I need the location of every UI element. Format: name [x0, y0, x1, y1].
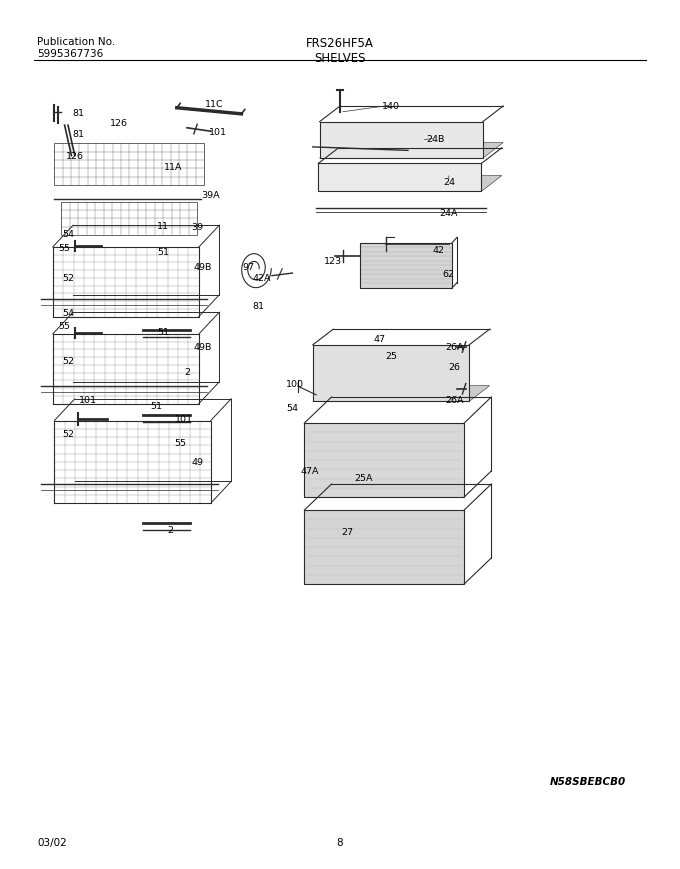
Polygon shape	[313, 346, 469, 401]
Polygon shape	[318, 164, 481, 192]
Text: 39A: 39A	[201, 191, 220, 200]
Text: 2: 2	[184, 368, 190, 376]
Polygon shape	[313, 386, 490, 401]
Text: 101: 101	[80, 395, 97, 404]
Text: 126: 126	[66, 152, 84, 161]
Text: 26: 26	[448, 362, 460, 371]
Text: 5995367736: 5995367736	[37, 49, 103, 58]
Bar	[54, 144, 204, 186]
Text: 27: 27	[341, 527, 353, 536]
Text: 54: 54	[286, 404, 299, 413]
Text: 25: 25	[385, 352, 397, 361]
Text: SHELVES: SHELVES	[314, 52, 366, 65]
Polygon shape	[320, 123, 483, 159]
Text: 49B: 49B	[193, 343, 212, 352]
Text: 24B: 24B	[426, 135, 445, 143]
Text: 51: 51	[157, 248, 169, 256]
Text: 47A: 47A	[300, 467, 319, 475]
Text: 24: 24	[443, 178, 455, 187]
Text: 42A: 42A	[252, 274, 271, 282]
Text: 8: 8	[337, 838, 343, 847]
Polygon shape	[304, 510, 464, 584]
Text: FRS26HF5A: FRS26HF5A	[306, 36, 374, 50]
Text: 51: 51	[150, 401, 163, 410]
Text: 11: 11	[157, 222, 169, 230]
Text: 39: 39	[191, 223, 203, 232]
Polygon shape	[318, 176, 502, 192]
Text: 26A: 26A	[445, 343, 464, 352]
Text: 55: 55	[174, 439, 186, 448]
Text: 81: 81	[72, 130, 84, 139]
Text: 101: 101	[209, 128, 226, 136]
Text: 81: 81	[252, 302, 265, 310]
Polygon shape	[304, 424, 464, 497]
Text: 24A: 24A	[439, 209, 458, 217]
Text: 25A: 25A	[354, 474, 373, 482]
Text: 97: 97	[242, 262, 254, 271]
Text: 54: 54	[62, 230, 74, 239]
Text: 126: 126	[110, 119, 128, 128]
Text: 54: 54	[62, 308, 74, 317]
Text: 62: 62	[443, 269, 455, 278]
Text: 52: 52	[62, 356, 74, 365]
Text: 140: 140	[382, 102, 400, 110]
Text: 11A: 11A	[164, 163, 183, 171]
Text: 123: 123	[324, 256, 342, 265]
Text: 42: 42	[432, 246, 445, 255]
Text: 52: 52	[62, 430, 74, 439]
Text: 49: 49	[191, 458, 203, 467]
Polygon shape	[360, 243, 452, 289]
Text: 2: 2	[167, 526, 173, 534]
Text: 81: 81	[72, 109, 84, 117]
Text: 55: 55	[58, 322, 71, 330]
Text: 52: 52	[62, 274, 74, 282]
Text: N58SBEBCB0: N58SBEBCB0	[549, 777, 626, 786]
Bar	[61, 202, 197, 235]
Text: 101: 101	[175, 415, 192, 423]
Text: 11C: 11C	[205, 100, 224, 109]
Polygon shape	[320, 143, 503, 159]
Text: 100: 100	[286, 380, 303, 388]
Text: 47: 47	[373, 335, 386, 343]
Text: 49B: 49B	[193, 262, 212, 271]
Text: 55: 55	[58, 244, 71, 253]
Text: 26A: 26A	[445, 395, 464, 404]
Text: Publication No.: Publication No.	[37, 36, 116, 46]
Text: 51: 51	[157, 328, 169, 336]
Text: 03/02: 03/02	[37, 838, 67, 847]
